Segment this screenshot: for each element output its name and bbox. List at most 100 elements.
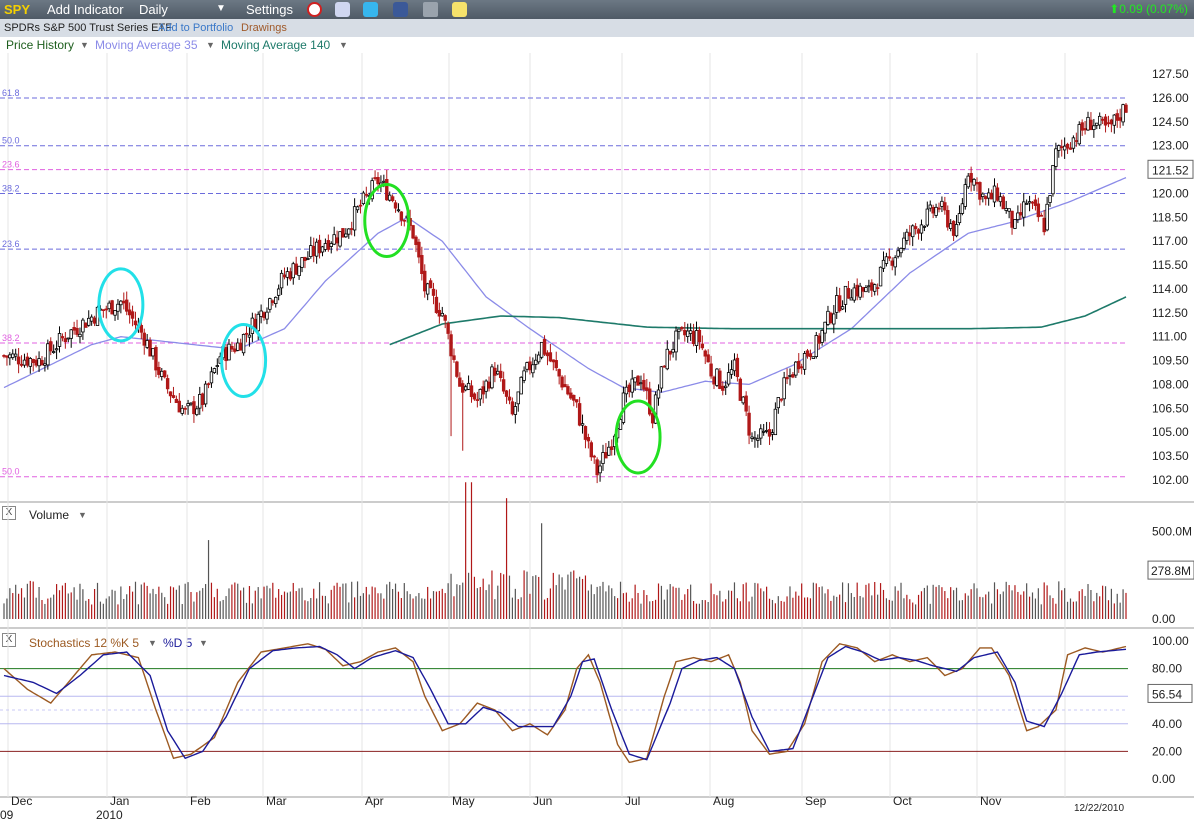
fibonacci-level-label: 23.6: [2, 239, 20, 249]
candle-body: [525, 362, 529, 370]
candle-body: [350, 228, 354, 230]
candle-body: [653, 394, 658, 424]
stoch-axis-tick-label: 80.00: [1152, 662, 1182, 676]
candle-body: [843, 285, 848, 305]
interval-select[interactable]: Daily: [139, 2, 168, 17]
settings-button[interactable]: Settings: [246, 2, 293, 17]
candle-body: [300, 257, 304, 268]
candle-body: [168, 391, 173, 397]
candle-body: [209, 371, 214, 384]
candle-body: [387, 194, 392, 201]
price-axis-tick-label: 124.50: [1152, 115, 1189, 129]
candle-body: [8, 354, 12, 359]
candle-body: [332, 234, 336, 245]
candle-body: [157, 367, 161, 375]
twitter-icon[interactable]: [363, 2, 378, 17]
legend-ma140[interactable]: Moving Average 140: [221, 38, 331, 52]
last-price-label: 121.52: [1152, 163, 1189, 177]
chevron-down-icon[interactable]: ▼: [339, 40, 348, 50]
candle-body: [972, 179, 976, 186]
close-stochastics-icon[interactable]: X: [2, 633, 16, 647]
candle-body: [271, 300, 275, 303]
candle-body: [297, 265, 301, 277]
chevron-down-icon[interactable]: ▼: [199, 638, 208, 648]
candle-body: [823, 321, 827, 334]
candle-body: [978, 182, 982, 200]
chevron-down-icon[interactable]: ▼: [206, 40, 215, 50]
candle-body: [943, 202, 947, 211]
candle-body: [610, 446, 614, 450]
candle-body: [46, 343, 50, 366]
chart-canvas[interactable]: Dec Jan Feb Mar Apr May Jun Jul Aug Sep Oct Nov 09 20…: [0, 53, 1194, 820]
candle-body: [665, 348, 669, 370]
candle-body: [16, 356, 21, 365]
x-axis-month-label: Aug: [713, 794, 734, 808]
legend-ma35[interactable]: Moving Average 35: [95, 38, 198, 52]
candle-body: [247, 334, 252, 338]
candle-body: [452, 355, 456, 360]
candle-body: [729, 369, 734, 375]
close-volume-icon[interactable]: X: [2, 506, 16, 520]
candle-body: [966, 175, 970, 188]
add-indicator-button[interactable]: Add Indicator: [47, 2, 124, 17]
x-axis-month-label: Nov: [980, 794, 1001, 808]
candle-body: [934, 206, 938, 216]
sticky-note-icon[interactable]: [452, 2, 467, 17]
candle-body: [1033, 199, 1038, 206]
stochastics-k-title[interactable]: Stochastics 12 %K 5: [29, 636, 140, 650]
last-volume-label: 278.8M: [1151, 564, 1191, 578]
candle-body: [165, 378, 170, 390]
candle-body: [241, 334, 246, 354]
alarm-clock-icon[interactable]: [307, 2, 322, 17]
price-axis-tick-label: 123.00: [1152, 139, 1189, 153]
highlight-ellipse: [97, 267, 145, 343]
candle-body: [230, 346, 234, 350]
candle-body: [306, 258, 310, 260]
up-arrow-icon: ⬆: [1109, 2, 1120, 16]
candle-body: [735, 357, 740, 378]
ma140-line: [389, 296, 1127, 346]
stochastics-d-title[interactable]: %D 5: [163, 636, 193, 650]
candle-body: [753, 437, 757, 440]
candle-body: [858, 285, 862, 298]
candle-body: [326, 240, 331, 250]
candle-body: [881, 259, 886, 269]
candle-body: [799, 366, 804, 369]
candle-body: [531, 364, 535, 374]
candle-body: [1010, 210, 1014, 228]
notes-icon[interactable]: [335, 2, 350, 17]
chevron-down-icon[interactable]: ▼: [216, 3, 226, 14]
legend-price-history[interactable]: Price History: [6, 38, 75, 52]
candle-body: [499, 370, 503, 379]
candle-body: [726, 372, 731, 385]
candle-body: [195, 408, 199, 416]
candle-body: [954, 224, 959, 237]
facebook-icon[interactable]: [393, 2, 408, 17]
candle-body: [814, 335, 818, 357]
candle-body: [154, 346, 158, 371]
candle-body: [557, 369, 561, 377]
candle-body: [870, 282, 874, 291]
drawings-link[interactable]: Drawings: [241, 22, 287, 34]
chevron-down-icon[interactable]: ▼: [78, 510, 87, 520]
fibonacci-level-label: 61.8: [2, 88, 20, 98]
candle-body: [259, 310, 263, 317]
candle-body: [1042, 217, 1046, 233]
candle-body: [1083, 128, 1087, 131]
candle-body: [458, 377, 462, 387]
candle-body: [788, 375, 792, 377]
candle-body: [31, 359, 35, 363]
camera-icon[interactable]: [423, 2, 438, 17]
candle-body: [542, 339, 547, 355]
ticker-symbol[interactable]: SPY: [4, 2, 31, 17]
candle-body: [113, 310, 117, 316]
candle-body: [177, 400, 182, 413]
x-axis-month-label: Jun: [533, 794, 552, 808]
add-to-portfolio-link[interactable]: Add to Portfolio: [158, 22, 234, 34]
candle-body: [940, 200, 944, 207]
chevron-down-icon[interactable]: ▼: [148, 638, 157, 648]
candle-body: [244, 332, 249, 335]
chevron-down-icon[interactable]: ▼: [80, 40, 89, 50]
x-axis-month-label: Apr: [365, 794, 384, 808]
price-axis-tick-label: 111.00: [1152, 330, 1187, 344]
